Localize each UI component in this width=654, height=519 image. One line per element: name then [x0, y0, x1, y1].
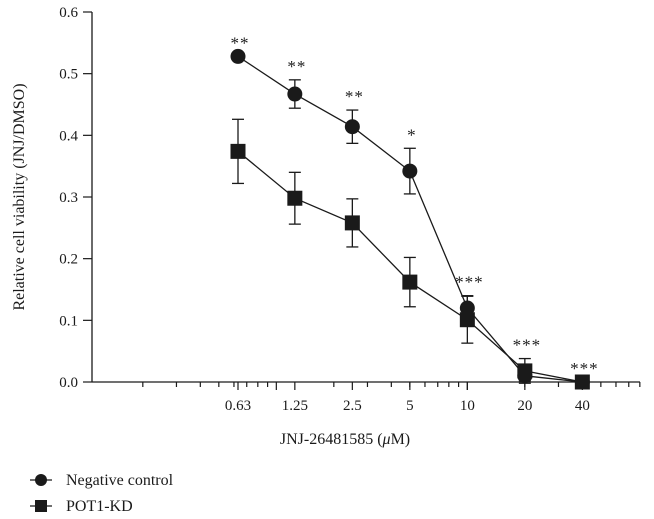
series-lines: [237, 55, 583, 383]
data-point-pot1-kd: [517, 363, 533, 379]
x-tick-label: 2.5: [343, 398, 362, 414]
data-point-negative-control: [230, 48, 246, 64]
y-tick-label: 0.6: [59, 5, 78, 21]
y-tick-label: 0.5: [59, 67, 78, 83]
significance-labels: ****************: [231, 33, 599, 378]
error-bars: [232, 79, 531, 384]
legend-label-negative-control: Negative control: [66, 472, 174, 489]
x-ticks: 0.63 1.25 2.5 5 10 20 40: [142, 382, 641, 414]
x-axis-title-mu: μ: [382, 431, 391, 448]
significance-label: **: [287, 57, 306, 76]
x-axis-title-prefix: JNJ-26481585 (: [280, 431, 383, 448]
significance-label: **: [345, 87, 364, 106]
data-point-pot1-kd: [344, 215, 360, 231]
data-point-negative-control: [287, 86, 303, 102]
data-point-pot1-kd: [459, 312, 475, 328]
significance-label: *: [407, 125, 417, 144]
x-tick-label: 20: [517, 398, 532, 414]
x-tick-label: 0.63: [225, 398, 251, 414]
x-axis-title: JNJ-26481585 (μM): [280, 431, 410, 448]
legend-label-pot1-kd: POT1-KD: [66, 498, 133, 515]
x-tick-label: 40: [575, 398, 590, 414]
legend-item-negative-control: Negative control: [30, 472, 174, 489]
legend: Negative control POT1-KD: [30, 472, 174, 515]
y-tick-label: 0.3: [59, 190, 78, 206]
legend-marker-circle: [35, 474, 47, 486]
significance-label: ***: [455, 273, 484, 292]
data-point-negative-control: [344, 119, 360, 135]
significance-label: ***: [513, 336, 542, 355]
y-tick-label: 0.0: [59, 375, 78, 391]
x-tick-label: 1.25: [282, 398, 308, 414]
y-tick-label: 0.2: [59, 252, 78, 268]
data-point-negative-control: [459, 300, 475, 316]
data-point-pot1-kd: [287, 190, 303, 206]
y-ticks: 0.0 0.1 0.2 0.3 0.4 0.5 0.6: [59, 5, 92, 391]
legend-item-pot1-kd: POT1-KD: [30, 498, 133, 515]
x-tick-label: 5: [406, 398, 414, 414]
data-point-pot1-kd: [574, 374, 590, 390]
data-markers: [230, 48, 590, 390]
series-line-negative-control: [237, 55, 583, 383]
significance-label: **: [231, 33, 250, 52]
legend-marker-square: [35, 500, 47, 512]
y-tick-label: 0.1: [59, 313, 78, 329]
y-axis-title: Relative cell viability (JNJ/DMSO): [11, 83, 28, 310]
data-point-pot1-kd: [402, 274, 418, 290]
axes: [91, 12, 640, 383]
data-point-negative-control: [402, 163, 418, 179]
x-axis-title-suffix: M): [391, 431, 411, 448]
y-tick-label: 0.4: [59, 128, 78, 144]
data-point-pot1-kd: [230, 143, 246, 159]
significance-label: ***: [570, 359, 599, 378]
x-tick-label: 10: [460, 398, 475, 414]
